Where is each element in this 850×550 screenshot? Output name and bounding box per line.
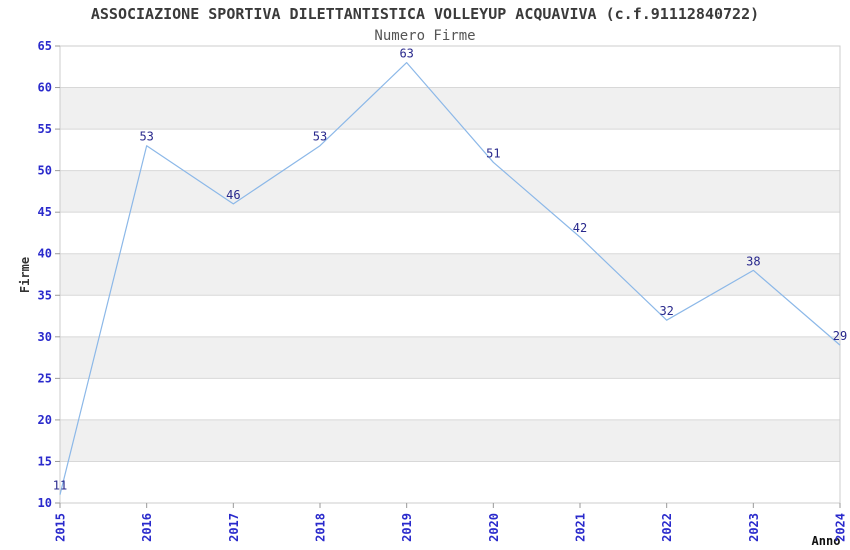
data-point-label: 38	[746, 254, 760, 268]
y-tick-label: 10	[38, 496, 52, 510]
data-point-label: 11	[53, 479, 67, 493]
y-tick-label: 35	[38, 288, 52, 302]
x-tick-label: 2017	[227, 513, 241, 542]
chart-subtitle: Numero Firme	[374, 28, 476, 44]
x-tick-label: 2018	[314, 513, 328, 542]
x-tick-label: 2019	[400, 513, 414, 542]
x-axis-label: Anno	[811, 534, 841, 548]
plot-band	[60, 419, 840, 462]
x-tick-label: 2020	[487, 513, 501, 542]
plot-band	[60, 253, 840, 296]
x-tick-label: 2016	[140, 513, 154, 542]
x-tick-label: 2021	[574, 513, 588, 542]
x-tick-label: 2015	[54, 513, 68, 542]
y-tick-label: 15	[38, 454, 52, 468]
y-tick-label: 45	[38, 205, 52, 219]
data-line	[59, 62, 841, 495]
plot-band	[60, 170, 840, 213]
y-tick-label: 50	[38, 164, 52, 178]
y-tick-label: 20	[38, 413, 52, 427]
data-point-label: 32	[659, 304, 673, 318]
chart-title: ASSOCIAZIONE SPORTIVA DILETTANTISTICA VO…	[90, 5, 760, 23]
y-tick-label: 55	[38, 122, 52, 136]
data-point-label: 63	[399, 47, 413, 61]
y-tick-label: 65	[38, 39, 52, 53]
data-point-label: 42	[573, 221, 587, 235]
x-tick-label: 2023	[747, 513, 761, 542]
data-point-label: 51	[486, 146, 500, 160]
x-tick-label: 2022	[660, 513, 674, 542]
data-point-label: 29	[833, 329, 847, 343]
data-point-label: 46	[226, 188, 240, 202]
data-point-label: 53	[139, 130, 153, 144]
y-tick-label: 25	[38, 371, 52, 385]
plot-border	[59, 45, 841, 504]
x-tick-label: 2024	[834, 513, 848, 542]
data-point-label: 53	[313, 130, 327, 144]
plot-band	[60, 87, 840, 130]
y-tick-label: 60	[38, 81, 52, 95]
y-tick-label: 40	[38, 247, 52, 261]
y-tick-label: 30	[38, 330, 52, 344]
plot-band	[60, 336, 840, 379]
